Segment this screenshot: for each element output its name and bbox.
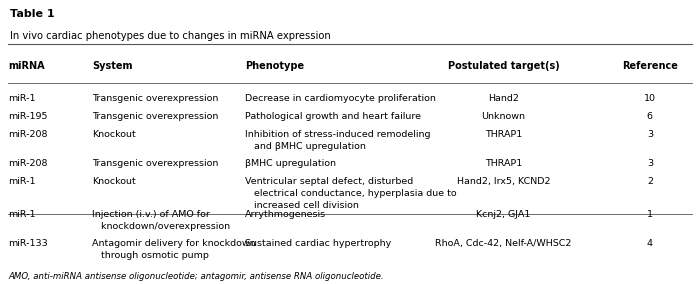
Text: 4: 4 <box>647 239 653 248</box>
Text: miR-195: miR-195 <box>8 112 48 121</box>
Text: Transgenic overexpression: Transgenic overexpression <box>92 93 218 103</box>
Text: miRNA: miRNA <box>8 61 45 71</box>
Text: miR-1: miR-1 <box>8 177 36 186</box>
Text: Inhibition of stress-induced remodeling
   and βMHC upregulation: Inhibition of stress-induced remodeling … <box>246 130 431 151</box>
Text: miR-1: miR-1 <box>8 210 36 219</box>
Text: Phenotype: Phenotype <box>246 61 304 71</box>
Text: Transgenic overexpression: Transgenic overexpression <box>92 112 218 121</box>
Text: Postulated target(s): Postulated target(s) <box>447 61 559 71</box>
Text: 6: 6 <box>647 112 653 121</box>
Text: Knockout: Knockout <box>92 130 136 139</box>
Text: System: System <box>92 61 132 71</box>
Text: 3: 3 <box>647 130 653 139</box>
Text: 10: 10 <box>644 93 656 103</box>
Text: Pathological growth and heart failure: Pathological growth and heart failure <box>246 112 421 121</box>
Text: Decrease in cardiomyocyte proliferation: Decrease in cardiomyocyte proliferation <box>246 93 436 103</box>
Text: 1: 1 <box>647 210 653 219</box>
Text: Antagomir delivery for knockdown
   through osmotic pump: Antagomir delivery for knockdown through… <box>92 239 256 260</box>
Text: Table 1: Table 1 <box>10 9 55 18</box>
Text: Injection (i.v.) of AMO for
   knockdown/overexpression: Injection (i.v.) of AMO for knockdown/ov… <box>92 210 230 231</box>
Text: miR-133: miR-133 <box>8 239 48 248</box>
Text: RhoA, Cdc-42, Nelf-A/WHSC2: RhoA, Cdc-42, Nelf-A/WHSC2 <box>435 239 572 248</box>
Text: 2: 2 <box>647 177 653 186</box>
Text: Knockout: Knockout <box>92 177 136 186</box>
Text: Kcnj2, GJA1: Kcnj2, GJA1 <box>476 210 531 219</box>
Text: miR-1: miR-1 <box>8 93 36 103</box>
Text: Sustained cardiac hypertrophy: Sustained cardiac hypertrophy <box>246 239 392 248</box>
Text: miR-208: miR-208 <box>8 130 48 139</box>
Text: Unknown: Unknown <box>482 112 526 121</box>
Text: Hand2: Hand2 <box>488 93 519 103</box>
Text: Arrythmogenesis: Arrythmogenesis <box>246 210 326 219</box>
Text: Transgenic overexpression: Transgenic overexpression <box>92 159 218 168</box>
Text: miR-208: miR-208 <box>8 159 48 168</box>
Text: βMHC upregulation: βMHC upregulation <box>246 159 337 168</box>
Text: AMO, anti-miRNA antisense oligonucleotide; antagomir, antisense RNA oligonucleot: AMO, anti-miRNA antisense oligonucleotid… <box>8 272 384 281</box>
Text: THRAP1: THRAP1 <box>485 159 522 168</box>
Text: THRAP1: THRAP1 <box>485 130 522 139</box>
Text: In vivo cardiac phenotypes due to changes in miRNA expression: In vivo cardiac phenotypes due to change… <box>10 31 330 41</box>
Text: Reference: Reference <box>622 61 678 71</box>
Text: Ventricular septal defect, disturbed
   electrical conductance, hyperplasia due : Ventricular septal defect, disturbed ele… <box>246 177 457 210</box>
Text: Hand2, Irx5, KCND2: Hand2, Irx5, KCND2 <box>456 177 550 186</box>
Text: 3: 3 <box>647 159 653 168</box>
